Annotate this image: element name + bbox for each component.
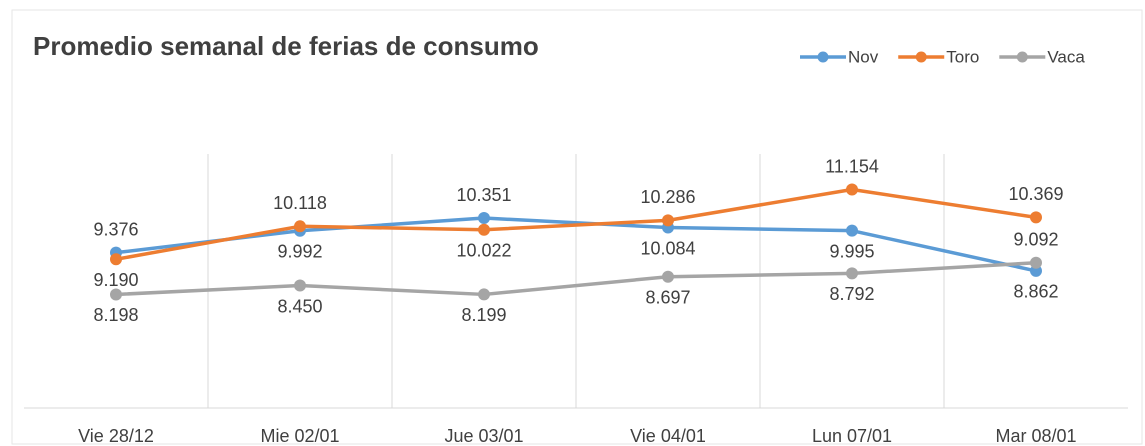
data-label: 9.992 bbox=[277, 242, 322, 262]
data-label: 10.369 bbox=[1008, 184, 1063, 204]
legend-label: Toro bbox=[946, 47, 979, 66]
data-label: 10.118 bbox=[273, 193, 327, 213]
data-label: 11.154 bbox=[825, 156, 879, 176]
data-label: 8.697 bbox=[645, 288, 690, 308]
legend-label: Nov bbox=[848, 47, 879, 66]
x-tick-label: Mar 08/01 bbox=[995, 426, 1076, 446]
data-label: 8.450 bbox=[277, 296, 322, 316]
data-label: 10.351 bbox=[456, 185, 511, 205]
x-tick-label: Jue 03/01 bbox=[444, 426, 523, 446]
legend-label: Vaca bbox=[1047, 47, 1085, 66]
data-point bbox=[294, 220, 306, 232]
data-point bbox=[846, 267, 858, 279]
data-point bbox=[846, 184, 858, 196]
data-point bbox=[478, 288, 490, 300]
data-label: 9.995 bbox=[829, 241, 874, 261]
page: Promedio semanal de ferias de consumo Vi… bbox=[0, 0, 1145, 446]
data-point bbox=[478, 212, 490, 224]
data-point bbox=[1030, 211, 1042, 223]
data-label: 8.198 bbox=[93, 305, 138, 325]
data-label: 9.376 bbox=[93, 219, 138, 239]
x-tick-label: Vie 28/12 bbox=[78, 426, 154, 446]
legend-marker bbox=[916, 52, 927, 63]
data-point bbox=[846, 225, 858, 237]
data-point bbox=[478, 224, 490, 236]
chart-area bbox=[12, 10, 1142, 444]
data-point bbox=[110, 253, 122, 265]
data-point bbox=[662, 271, 674, 283]
data-label: 9.190 bbox=[93, 270, 138, 290]
data-point bbox=[1030, 257, 1042, 269]
data-point bbox=[294, 280, 306, 292]
data-label: 10.286 bbox=[640, 187, 695, 207]
data-label: 8.792 bbox=[829, 284, 874, 304]
x-tick-label: Lun 07/01 bbox=[812, 426, 892, 446]
chart: Promedio semanal de ferias de consumo Vi… bbox=[0, 0, 1145, 446]
chart-title: Promedio semanal de ferias de consumo bbox=[33, 31, 539, 61]
data-point bbox=[662, 214, 674, 226]
data-label: 10.084 bbox=[640, 238, 695, 258]
x-tick-label: Vie 04/01 bbox=[630, 426, 706, 446]
legend-marker bbox=[818, 52, 829, 63]
data-point bbox=[110, 288, 122, 300]
data-label: 8.199 bbox=[461, 305, 506, 325]
x-tick-label: Mie 02/01 bbox=[260, 426, 339, 446]
data-label: 9.092 bbox=[1013, 229, 1058, 249]
legend-marker bbox=[1017, 52, 1028, 63]
data-label: 8.862 bbox=[1013, 282, 1058, 302]
data-label: 10.022 bbox=[456, 240, 511, 260]
